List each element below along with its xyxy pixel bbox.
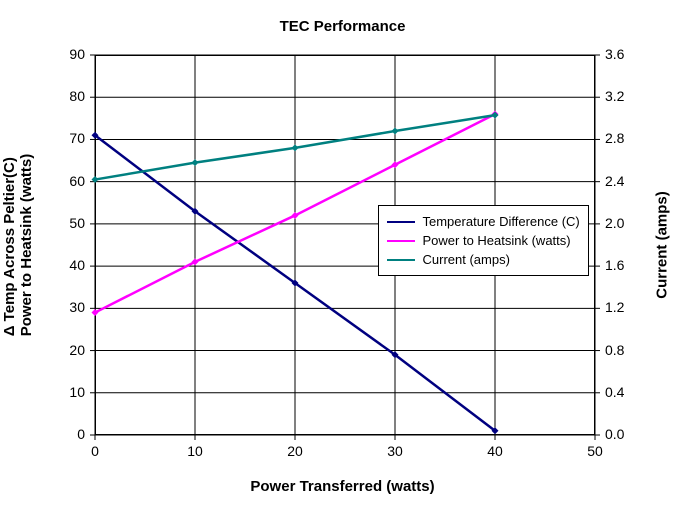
legend-label: Temperature Difference (C) xyxy=(423,214,580,229)
tick-label: 0.4 xyxy=(605,384,624,400)
legend-swatch xyxy=(387,259,415,261)
tick-label: 50 xyxy=(587,443,603,459)
tick-label: 70 xyxy=(69,130,85,146)
tick-label: 50 xyxy=(69,215,85,231)
tick-label: 20 xyxy=(69,342,85,358)
tick-label: 1.2 xyxy=(605,299,624,315)
tick-label: 90 xyxy=(69,46,85,62)
tick-label: 3.6 xyxy=(605,46,624,62)
tick-label: 2.4 xyxy=(605,173,624,189)
tick-label: 10 xyxy=(69,384,85,400)
legend-label: Current (amps) xyxy=(423,252,510,267)
tick-label: 2.8 xyxy=(605,130,624,146)
legend-row: Temperature Difference (C) xyxy=(387,212,580,231)
tick-label: 0.0 xyxy=(605,426,624,442)
legend: Temperature Difference (C) Power to Heats… xyxy=(378,205,589,276)
tick-label: 0 xyxy=(91,443,99,459)
tick-label: 30 xyxy=(387,443,403,459)
tick-label: 1.6 xyxy=(605,257,624,273)
tick-label: 40 xyxy=(69,257,85,273)
legend-swatch xyxy=(387,240,415,242)
y1-axis-label: Δ Temp Across Peltier(C)Power to Heatsin… xyxy=(1,154,35,337)
legend-label: Power to Heatsink (watts) xyxy=(423,233,571,248)
tick-label: 2.0 xyxy=(605,215,624,231)
tick-label: 3.2 xyxy=(605,88,624,104)
chart-container: TEC Performance Power Transferred (watts… xyxy=(0,0,685,509)
tick-label: 80 xyxy=(69,88,85,104)
chart-title: TEC Performance xyxy=(0,18,685,35)
tick-label: 40 xyxy=(487,443,503,459)
legend-swatch xyxy=(387,221,415,223)
tick-label: 10 xyxy=(187,443,203,459)
legend-row: Current (amps) xyxy=(387,250,580,269)
tick-label: 0 xyxy=(77,426,85,442)
tick-label: 20 xyxy=(287,443,303,459)
y2-axis-label: Current (amps) xyxy=(654,191,671,299)
tick-label: 30 xyxy=(69,299,85,315)
x-axis-label: Power Transferred (watts) xyxy=(0,478,685,495)
tick-label: 0.8 xyxy=(605,342,624,358)
legend-row: Power to Heatsink (watts) xyxy=(387,231,580,250)
tick-label: 60 xyxy=(69,173,85,189)
